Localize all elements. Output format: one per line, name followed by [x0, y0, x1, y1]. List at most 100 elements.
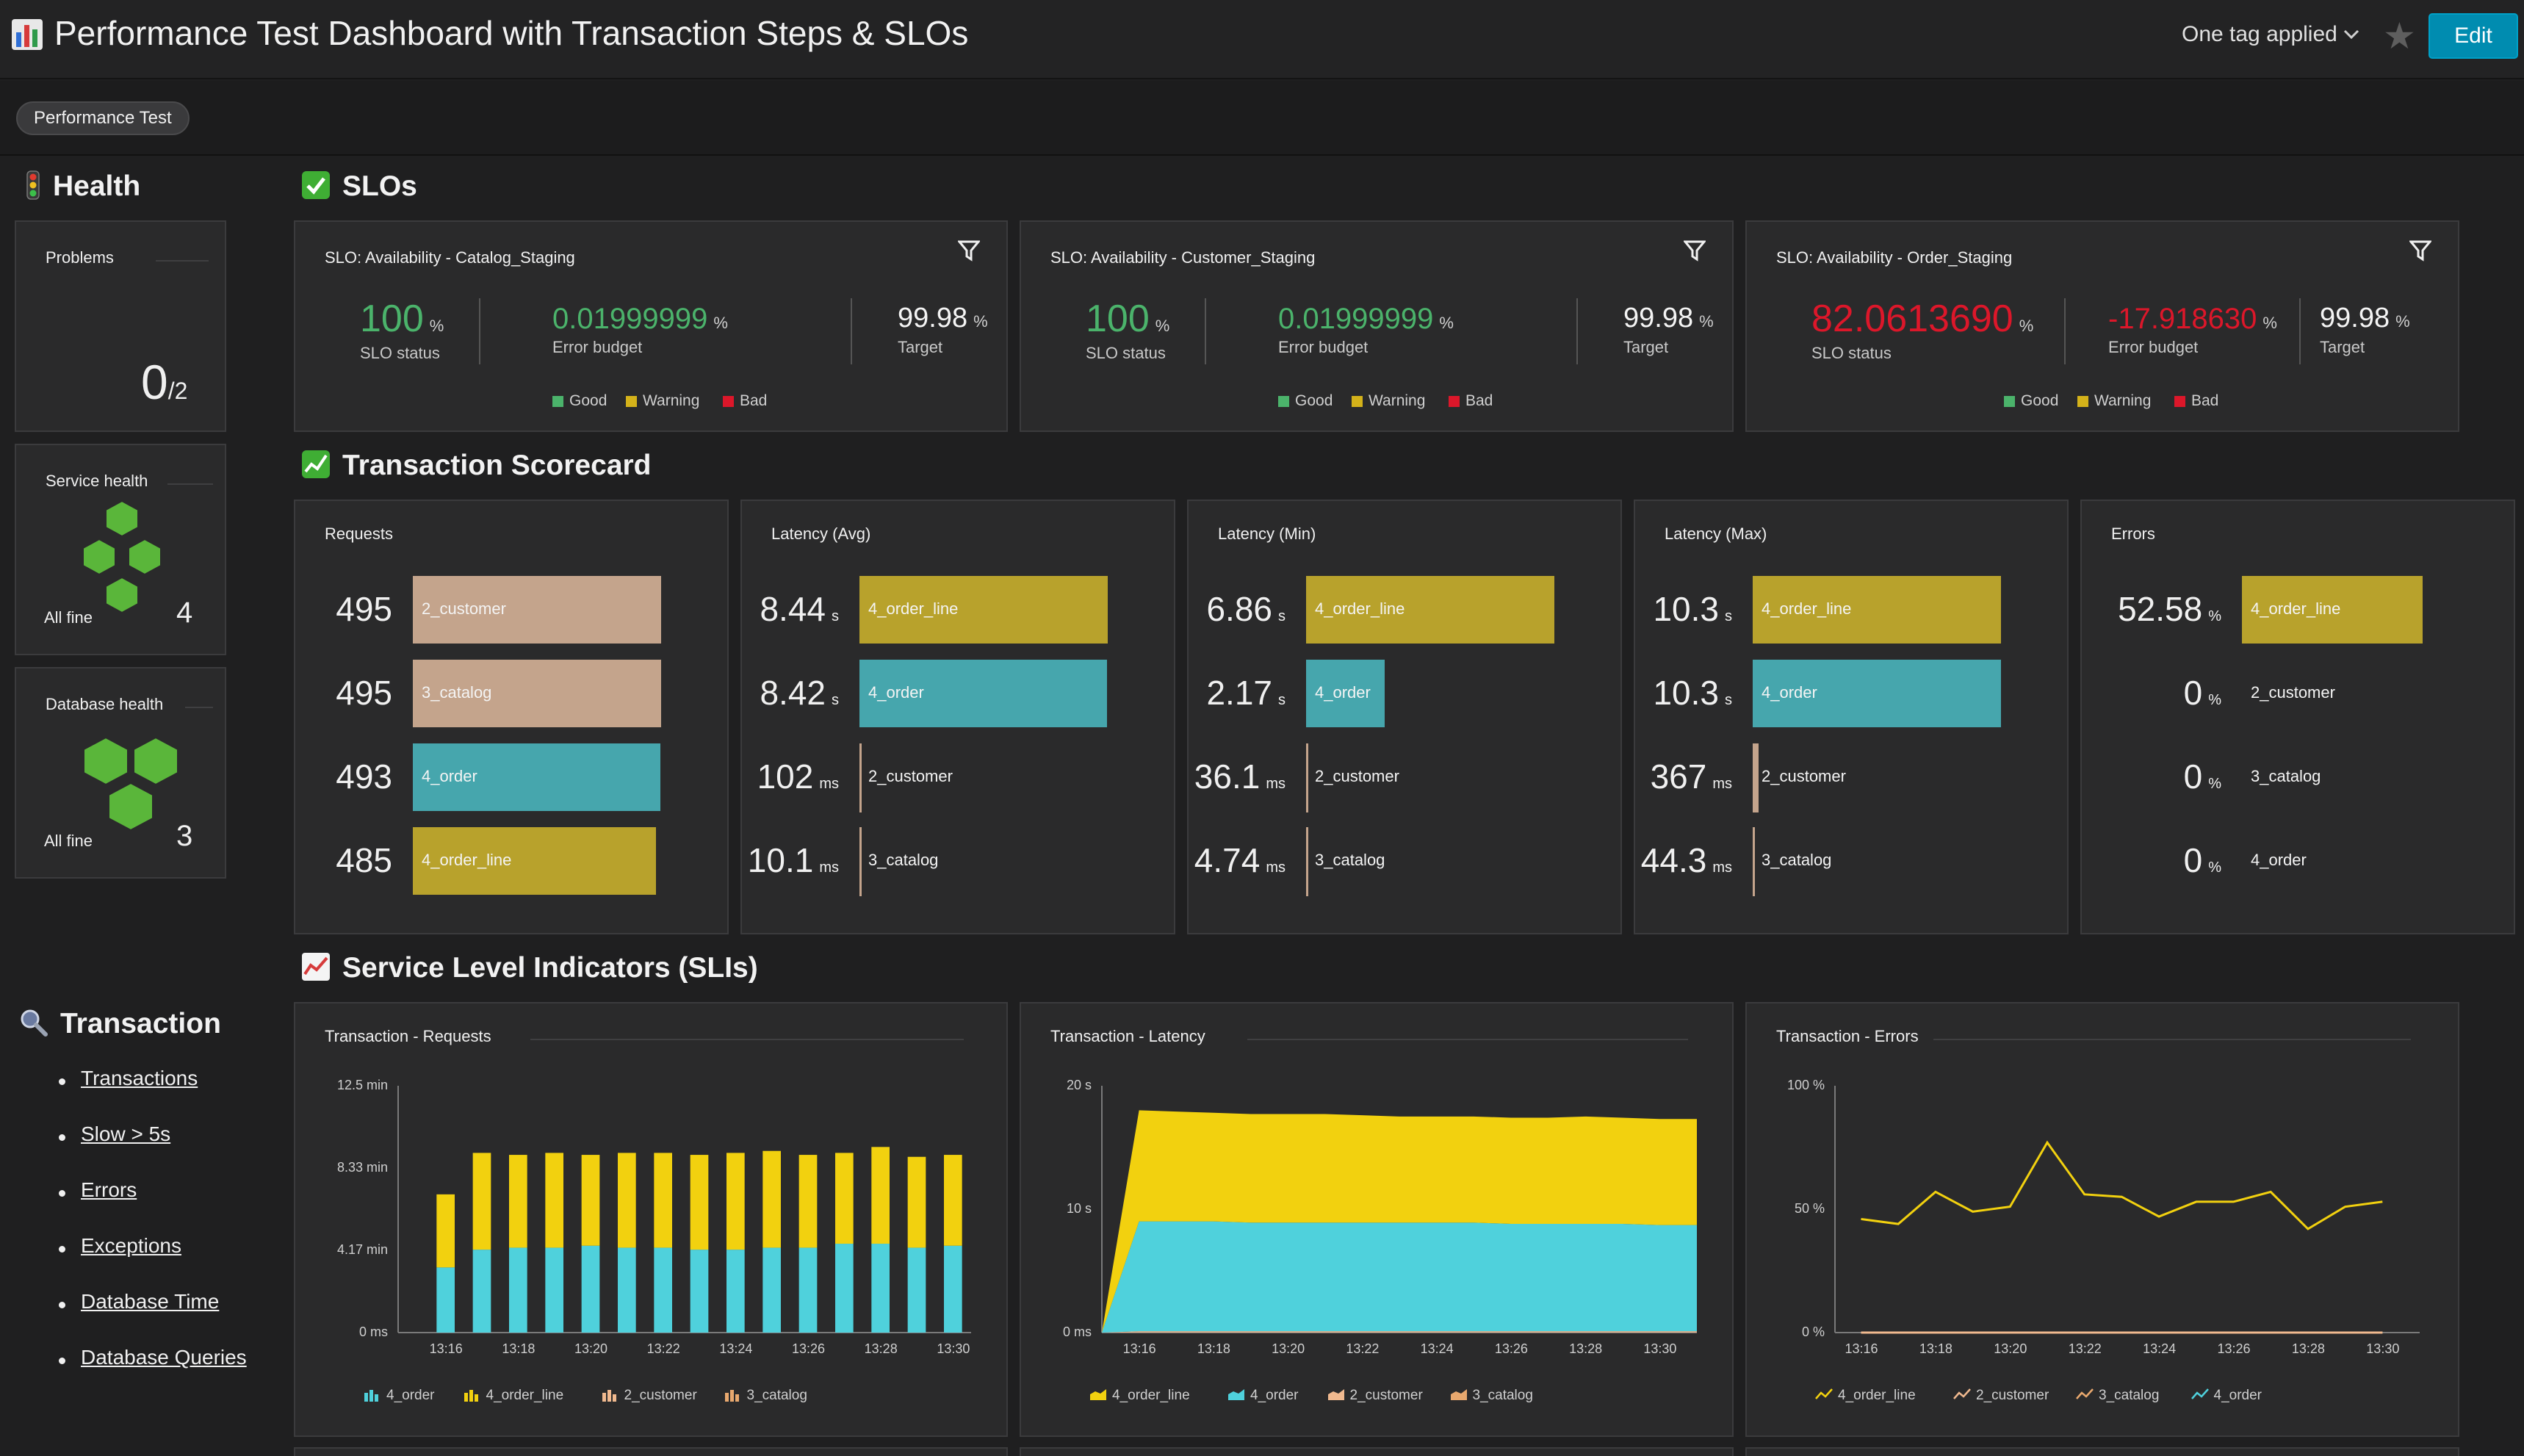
scorecard-number: 10.3	[1653, 590, 1719, 628]
slo-tile[interactable]: SLO: Availability - Catalog_Staging 100% S…	[294, 220, 1008, 432]
scorecard-tile[interactable]: Requests 495 2_customer 495 3_catalog 493 4_or…	[294, 500, 729, 934]
x-tick-label: 13:22	[2068, 1341, 2102, 1356]
line-legend-icon	[2076, 1388, 2094, 1399]
legend-bar	[464, 1393, 468, 1402]
scorecard-tile[interactable]: Latency (Max) 10.3 s 4_order_line 10.3 s 4_ord…	[1634, 500, 2069, 934]
slo-status-label: SLO status	[360, 344, 440, 362]
service-health-status: All fine	[44, 608, 93, 627]
scorecard-heading: Transaction Scorecard	[301, 450, 652, 482]
line-series	[1861, 1140, 2383, 1230]
divider	[2064, 298, 2066, 364]
x-tick-label: 13:16	[1122, 1341, 1156, 1356]
legend-line	[2076, 1388, 2094, 1399]
divider	[1205, 298, 1206, 364]
scorecard-tile[interactable]: Errors 52.58% 4_order_line 0% 2_customer 0% 3_…	[2080, 500, 2515, 934]
chart-title: Transaction - Latency	[1050, 1027, 1205, 1045]
chart-legend-item[interactable]: 4_order	[1227, 1387, 1299, 1404]
chart-legend-item[interactable]: 4_order	[363, 1387, 435, 1404]
chart-legend-item[interactable]: 2_customer	[601, 1387, 697, 1404]
slo-target-number: 99.98	[898, 303, 968, 334]
chart-legend-item[interactable]: 3_catalog	[2075, 1387, 2159, 1404]
scorecard-value: 485	[336, 840, 392, 880]
slo-target-number: 99.98	[1623, 303, 1694, 334]
sli-chart-tile[interactable]: Transaction - Errors 0 % 50 % 100 % 13:16 13:…	[1745, 1002, 2459, 1437]
filter-icon[interactable]	[958, 239, 980, 262]
slo-tile[interactable]: SLO: Availability - Order_Staging 82.0613…	[1745, 220, 2459, 432]
bullet-dot	[59, 1302, 65, 1308]
stacked-bar-segment	[436, 1267, 455, 1333]
slos-heading: SLOs	[301, 170, 417, 203]
legend-bar	[735, 1394, 739, 1402]
transaction-link[interactable]: Database Time	[81, 1290, 220, 1313]
area-series	[1102, 1110, 1697, 1333]
scorecard-number: 2.17	[1206, 674, 1272, 712]
chart-legend-item[interactable]: 3_catalog	[724, 1387, 807, 1404]
problems-label: Problems	[46, 248, 114, 267]
filter-icon[interactable]	[1684, 239, 1706, 262]
scorecard-number: 4.74	[1194, 841, 1261, 879]
stacked-bar-segment	[726, 1153, 745, 1250]
x-tick-label: 13:18	[1197, 1341, 1230, 1356]
service-hexagons-icon	[82, 500, 162, 614]
stacked-bar-segment	[472, 1250, 491, 1333]
scorecard-title: Transaction Scorecard	[342, 450, 652, 481]
chart-title: Transaction - Errors	[1776, 1027, 1919, 1045]
slo-tile[interactable]: SLO: Availability - Customer_Staging 100%…	[1020, 220, 1734, 432]
bullet-dot	[59, 1134, 65, 1141]
tag-filter-dropdown[interactable]: One tag applied	[2182, 22, 2337, 46]
transaction-link[interactable]: Errors	[81, 1178, 137, 1201]
scorecard-bar	[413, 743, 660, 811]
scorecard-value: 495	[336, 589, 392, 629]
legend-bar	[375, 1394, 378, 1402]
x-tick-label: 13:18	[502, 1341, 536, 1356]
transaction-link[interactable]: Transactions	[81, 1067, 198, 1089]
chart-legend-item[interactable]: 3_catalog	[1449, 1387, 1533, 1404]
x-tick-label: 13:28	[864, 1341, 898, 1356]
scorecard-unit: ms	[1712, 776, 1732, 792]
chart-legend-item[interactable]: 4_order	[2191, 1387, 2262, 1404]
service-health-tile[interactable]: Service health All fine 4	[15, 444, 226, 655]
scorecard-tile[interactable]: Latency (Min) 6.86 s 4_order_line 2.17 s 4_ord…	[1187, 500, 1622, 934]
scorecard-tile[interactable]: Latency (Avg) 8.44 s 4_order_line 8.42 s 4_ord…	[740, 500, 1175, 934]
chart-legend-item[interactable]: 2_customer	[1327, 1387, 1423, 1404]
scorecard-step-label: 4_order	[868, 683, 924, 702]
stacked-bar-segment	[871, 1147, 890, 1244]
chart-legend-item[interactable]: 4_order_line	[463, 1387, 563, 1404]
favorite-star-icon[interactable]: ★	[2383, 15, 2416, 57]
area-legend-icon	[1327, 1389, 1344, 1400]
scorecard-unit: ms	[1266, 859, 1286, 876]
problems-tile[interactable]: Problems 0/2	[15, 220, 226, 432]
scorecard-value: 36.1 ms	[1194, 757, 1286, 796]
legend-line	[1815, 1388, 1833, 1399]
database-health-tile[interactable]: Database health All fine 3	[15, 667, 226, 879]
slis-title: Service Level Indicators (SLIs)	[342, 952, 758, 984]
transaction-link[interactable]: Exceptions	[81, 1234, 181, 1257]
filter-icon[interactable]	[2409, 239, 2431, 262]
scorecard-bar	[1753, 743, 1759, 812]
legend-label: Good	[569, 392, 607, 409]
tag-chip[interactable]: Performance Test	[16, 101, 190, 135]
chart-legend-item[interactable]: 2_customer	[1953, 1387, 2049, 1404]
scorecard-bar	[859, 660, 1107, 727]
scorecard-value: 493	[336, 757, 392, 796]
chart-legend-item[interactable]: 4_order_line	[1814, 1387, 1916, 1404]
line-legend-icon	[1815, 1388, 1833, 1399]
slos-title: SLOs	[342, 170, 417, 202]
transaction-link[interactable]: Database Queries	[81, 1346, 247, 1369]
x-tick-label: 13:16	[429, 1341, 463, 1356]
chart-legend-item[interactable]: 4_order_line	[1089, 1387, 1190, 1404]
legend-line	[1953, 1388, 1971, 1399]
sli-chart-tile[interactable]: Transaction - Latency 0 ms 10 s 20 s 13:16 13…	[1020, 1002, 1734, 1437]
edit-button[interactable]: Edit	[2429, 13, 2518, 59]
sli-chart-tile[interactable]: Transaction - Requests 0 ms 4.17 min 8.33 m…	[294, 1002, 1008, 1437]
slis-heading: Service Level Indicators (SLIs)	[301, 952, 758, 984]
slo-status-label: SLO status	[1811, 344, 1892, 362]
y-tick-label: 0 ms	[1062, 1325, 1092, 1339]
slo-status-number: 100	[1086, 298, 1150, 340]
chevron-down-icon[interactable]	[2342, 26, 2361, 43]
health-title: Health	[53, 170, 141, 202]
scorecard-number: 0	[2183, 674, 2203, 712]
x-tick-label: 13:26	[792, 1341, 826, 1356]
transaction-link[interactable]: Slow > 5s	[81, 1122, 171, 1145]
scorecard-number: 10.1	[747, 841, 814, 879]
